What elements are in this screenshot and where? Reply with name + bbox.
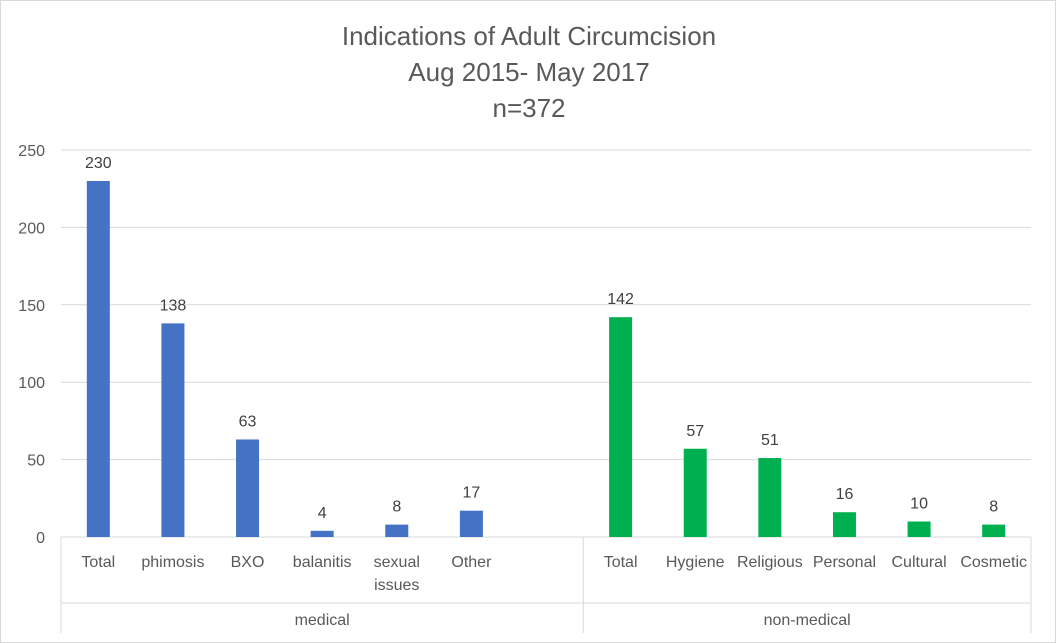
bar <box>310 530 334 537</box>
bar <box>609 317 633 537</box>
y-tick-label: 250 <box>18 143 45 160</box>
data-label: 230 <box>85 155 112 172</box>
y-tick-label: 100 <box>18 375 45 392</box>
data-label: 17 <box>462 485 480 502</box>
bar <box>907 521 931 537</box>
bar <box>683 448 707 537</box>
x-tick-label: issues <box>374 577 419 594</box>
bar <box>161 323 185 537</box>
data-label: 63 <box>239 413 257 430</box>
data-label: 138 <box>160 297 187 314</box>
data-label: 142 <box>607 291 634 308</box>
data-label: 8 <box>989 499 998 516</box>
data-label: 51 <box>761 432 779 449</box>
y-tick-label: 200 <box>18 220 45 237</box>
x-tick-label: Other <box>451 554 492 571</box>
x-tick-label: Personal <box>813 554 876 571</box>
group-label: medical <box>295 612 350 629</box>
x-tick-label: Religious <box>737 554 803 571</box>
x-tick-label: phimosis <box>141 554 204 571</box>
bar <box>86 180 110 537</box>
bar <box>832 512 856 537</box>
chart-title-line-3: n=372 <box>492 93 566 123</box>
x-tick-label: BXO <box>231 554 265 571</box>
x-tick-label: sexual <box>374 554 420 571</box>
bar <box>758 458 782 537</box>
y-tick-label: 50 <box>27 453 45 470</box>
bar <box>236 439 260 537</box>
x-tick-label: Cultural <box>892 554 947 571</box>
data-label: 4 <box>318 505 327 522</box>
data-label: 8 <box>392 499 401 516</box>
group-label: non-medical <box>764 612 851 629</box>
bar <box>385 524 409 537</box>
x-tick-label: balanitis <box>293 554 352 571</box>
x-tick-label: Total <box>604 554 638 571</box>
x-tick-label: Cosmetic <box>960 554 1027 571</box>
y-tick-label: 0 <box>36 530 45 547</box>
data-label: 16 <box>836 486 854 503</box>
x-tick-label: Hygiene <box>666 554 725 571</box>
chart-title-line-2: Aug 2015- May 2017 <box>408 57 650 87</box>
bar <box>982 524 1006 537</box>
y-tick-label: 150 <box>18 298 45 315</box>
x-tick-label: Total <box>81 554 115 571</box>
chart-title-line-1: Indications of Adult Circumcision <box>341 21 717 51</box>
bar <box>459 510 483 537</box>
data-label: 10 <box>910 496 928 513</box>
data-label: 57 <box>686 423 704 440</box>
